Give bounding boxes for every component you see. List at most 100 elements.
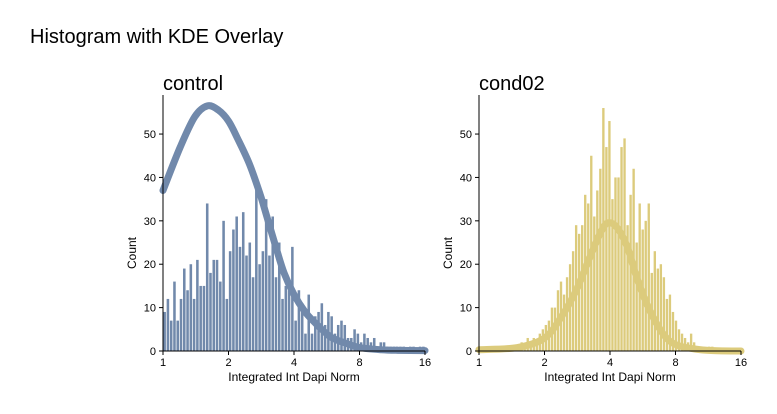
histogram-bar (248, 242, 252, 351)
histogram-bar (163, 311, 166, 351)
histogram-bar (620, 147, 623, 351)
x-tick-label: 2 (225, 357, 231, 369)
x-tick-label: 1 (160, 357, 166, 369)
histogram-panel-control: control 1 2 4 8 16 0 10 20 30 40 50 Integrated In… (125, 73, 431, 384)
histogram-bar (166, 298, 170, 351)
histogram-bar (179, 298, 183, 351)
bar-series (163, 181, 425, 351)
panel-title: cond02 (479, 73, 545, 95)
x-tick-label: 4 (607, 357, 613, 369)
histogram-bar (674, 320, 678, 351)
histogram-bar (189, 264, 193, 351)
x-tick-label: 16 (735, 357, 747, 369)
histogram-bar (173, 281, 176, 351)
histogram-bar (356, 333, 360, 351)
histogram-bar (222, 220, 225, 351)
y-tick-label: 50 (144, 129, 156, 141)
histogram-bar (186, 290, 189, 351)
histogram-bar (644, 220, 647, 351)
histogram-bar (271, 216, 274, 351)
histogram-bar (323, 324, 327, 351)
histogram-bar (562, 294, 566, 351)
histogram-bar (680, 333, 684, 351)
histogram-bar (228, 251, 232, 351)
histogram-bar (209, 272, 212, 351)
histogram-bar (617, 177, 620, 351)
panel-title: control (163, 73, 223, 95)
y-tick-label: 0 (150, 346, 156, 358)
y-tick-label: 30 (460, 216, 472, 228)
histogram-bar (245, 255, 248, 351)
histogram-bar (277, 242, 281, 351)
y-tick-label: 40 (460, 172, 472, 184)
histogram-bar (599, 168, 602, 351)
histogram-bar (219, 281, 222, 351)
x-axis-ticks: 1 2 4 8 16 (160, 351, 431, 369)
histogram-bar (656, 268, 660, 351)
histogram-bar (614, 177, 617, 351)
histogram-bar (183, 268, 186, 351)
x-tick-label: 2 (541, 357, 547, 369)
histogram-bar (314, 316, 317, 351)
histogram-bar (205, 203, 209, 351)
histogram-bar (363, 333, 366, 351)
histogram-bar (291, 246, 294, 351)
histogram-bar (366, 337, 369, 351)
histogram-bar (307, 294, 311, 351)
histogram-bar (340, 320, 343, 351)
bar-series (514, 108, 714, 352)
histogram-bar (238, 246, 242, 351)
histogram-bar (176, 320, 180, 351)
histogram-bar (635, 242, 638, 351)
histogram-bar (629, 194, 632, 351)
histogram-bar (593, 216, 596, 351)
histogram-bar (343, 324, 347, 351)
histogram-bar (608, 121, 611, 351)
histogram-bar (372, 337, 376, 351)
histogram-bar (577, 233, 581, 351)
kde-curve (475, 219, 745, 355)
y-tick-label: 30 (144, 216, 156, 228)
histogram-bar (304, 333, 307, 351)
histogram-bar (317, 311, 320, 351)
histogram-bar (264, 199, 268, 351)
y-axis-label: Count (125, 236, 139, 269)
histogram-bar (202, 285, 206, 351)
histogram-bar (671, 311, 675, 351)
kde-curve (159, 102, 429, 355)
figure-title: Histogram with KDE Overlay (30, 26, 284, 48)
histogram-bar (310, 333, 314, 351)
y-tick-label: 20 (144, 259, 156, 271)
y-tick-label: 10 (144, 303, 156, 315)
histogram-panel-cond02: cond02 1 2 4 8 16 0 10 20 30 40 50 Integrated Int… (441, 73, 747, 384)
histogram-bar (225, 298, 229, 351)
histogram-bar (196, 259, 199, 351)
histogram-bar (596, 190, 599, 351)
histogram-bar (689, 333, 693, 351)
y-tick-label: 10 (460, 303, 472, 315)
histogram-bar (232, 229, 235, 351)
histogram-bar (294, 320, 297, 351)
histogram-bar (605, 147, 608, 351)
histogram-bar (258, 264, 261, 351)
x-tick-label: 4 (291, 357, 297, 369)
histogram-bar (587, 203, 590, 351)
histogram-bar (212, 259, 216, 351)
histogram-bar (199, 285, 202, 351)
histogram-bar (659, 264, 663, 351)
histogram-bar (284, 285, 288, 351)
x-tick-label: 16 (419, 357, 431, 369)
x-axis-label: Integrated Int Dapi Norm (228, 370, 359, 384)
histogram-bar (668, 294, 672, 351)
histogram-bar (274, 277, 278, 351)
histogram-bar (241, 212, 245, 351)
histogram-bar (677, 329, 681, 351)
x-axis-ticks: 1 2 4 8 16 (476, 351, 747, 369)
histogram-bar (169, 320, 173, 351)
x-axis-label: Integrated Int Dapi Norm (544, 370, 675, 384)
histogram-bar (281, 298, 284, 351)
x-tick-label: 1 (476, 357, 482, 369)
histogram-bar (535, 342, 538, 351)
histogram-bar (297, 290, 301, 351)
x-tick-label: 8 (672, 357, 678, 369)
